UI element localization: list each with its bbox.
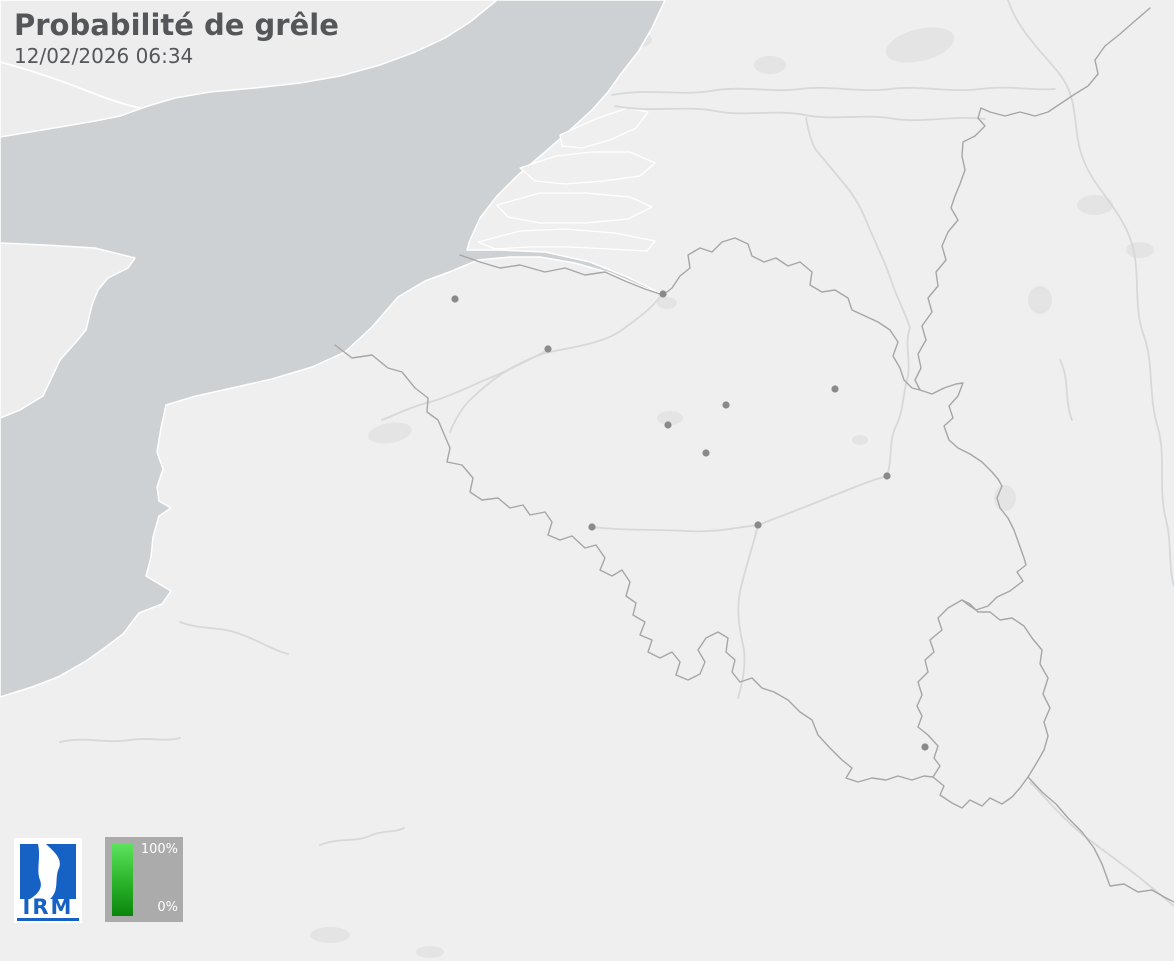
city-dot xyxy=(722,401,730,409)
city-dot xyxy=(754,521,762,529)
urban-areas-layer xyxy=(310,27,1154,958)
page-title: Probabilité de grêle xyxy=(14,8,339,42)
irm-logo-underline xyxy=(17,918,79,921)
city-dot xyxy=(588,523,596,531)
rivers-layer xyxy=(0,0,1174,907)
city-dot xyxy=(659,290,667,298)
legend-min-label: 0% xyxy=(157,900,178,915)
city-dot xyxy=(544,345,552,353)
sea xyxy=(0,0,666,698)
irm-logo-mark xyxy=(20,844,76,899)
border-france-germany xyxy=(1027,776,1174,903)
irm-logo[interactable]: IRM xyxy=(14,838,82,923)
border-belgium-germany xyxy=(919,382,1027,611)
irm-logo-text: IRM xyxy=(22,895,74,919)
city-dot xyxy=(831,385,839,393)
probability-legend: 100% 0% xyxy=(105,837,183,922)
city-dot xyxy=(664,421,672,429)
border-france-belgium xyxy=(334,344,934,783)
border-luxembourg xyxy=(916,599,1051,809)
borders-layer xyxy=(334,7,1174,903)
city-dot xyxy=(921,743,929,751)
border-belgium-netherlands xyxy=(459,237,921,391)
uk-coast xyxy=(0,0,498,419)
city-dot xyxy=(451,295,459,303)
legend-max-label: 100% xyxy=(140,842,178,857)
city-markers-layer xyxy=(451,290,929,751)
delta-islands xyxy=(477,107,656,252)
city-dot xyxy=(883,472,891,480)
timestamp: 12/02/2026 06:34 xyxy=(14,43,194,68)
title-block: Probabilité de grêle 12/02/2026 06:34 xyxy=(14,8,339,68)
legend-gradient-bar xyxy=(112,843,133,916)
city-dot xyxy=(702,449,710,457)
border-netherlands-germany xyxy=(914,7,1151,391)
